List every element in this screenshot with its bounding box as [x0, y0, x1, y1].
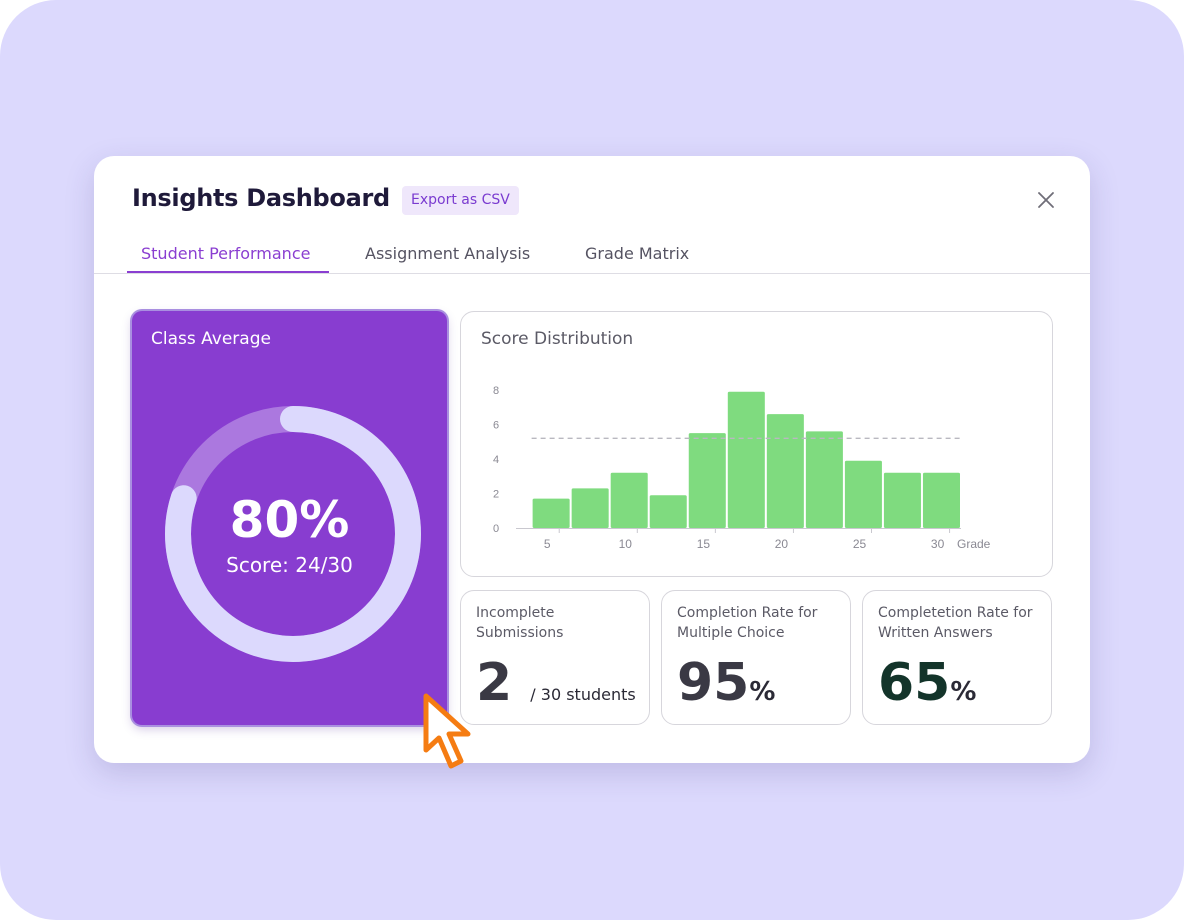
page-title: Insights Dashboard: [132, 184, 390, 212]
active-tab-indicator: [127, 271, 329, 273]
y-tick-label: 8: [493, 385, 499, 397]
x-tick-label: 30: [931, 537, 945, 551]
stat-label: Completion Rate for Multiple Choice: [677, 605, 818, 641]
mouse-pointer-icon: [423, 693, 471, 769]
histogram-bar: [844, 460, 882, 528]
x-tick-label: 15: [697, 537, 711, 551]
tab-bar: Student Performance Assignment Analysis …: [94, 230, 1090, 274]
multiple-choice-completion-card: Completion Rate for Multiple Choice 95%: [661, 590, 851, 725]
stat-unit: %: [749, 677, 776, 707]
score-distribution-chart: 0 2 4 6 8 5 10 15 20 25 30 Grade: [493, 385, 991, 551]
histogram-bar: [922, 472, 960, 528]
stat-value: 95%: [677, 653, 775, 722]
histogram-bar: [610, 472, 648, 528]
histogram-bar: [571, 488, 609, 528]
histogram-bar: [532, 498, 570, 528]
class-average-title: Class Average: [151, 329, 271, 349]
stat-value: 65%: [878, 653, 976, 722]
class-average-percent: 80%: [229, 491, 350, 549]
histogram-bar: [805, 431, 843, 528]
histogram-bar: [766, 414, 804, 528]
class-average-score: Score: 24/30: [226, 553, 353, 577]
donut-progress-arc: [165, 406, 421, 662]
stat-number: 65: [878, 653, 951, 713]
stat-label: Completetion Rate for Written Answers: [878, 605, 1033, 641]
incomplete-submissions-card: Incomplete Submissions 2 / 30 students: [460, 590, 650, 725]
export-csv-button[interactable]: Export as CSV: [402, 186, 519, 215]
histogram-bar: [883, 472, 921, 528]
tab-student-performance[interactable]: Student Performance: [141, 244, 311, 263]
class-average-card[interactable]: Class Average 80% Score: 24/30: [132, 311, 447, 725]
score-distribution-card: Score Distribution 0 2 4 6 8 5 10 15 20 25 30 Grade: [460, 311, 1053, 577]
histogram-bar: [727, 391, 765, 528]
y-tick-label: 4: [493, 454, 499, 466]
histogram-bar: [649, 495, 687, 528]
class-average-donut: [165, 406, 421, 662]
stat-unit: / 30 students: [530, 685, 636, 704]
y-tick-label: 6: [493, 420, 499, 432]
stat-label: Incomplete Submissions: [476, 605, 564, 641]
stat-value: 2 / 30 students: [476, 653, 636, 725]
histogram-bar: [688, 433, 726, 528]
insights-dashboard-modal: Insights Dashboard Export as CSV Student…: [94, 156, 1090, 763]
x-tick-label: 5: [544, 537, 551, 551]
tab-grade-matrix[interactable]: Grade Matrix: [585, 244, 690, 263]
y-tick-label: 0: [493, 523, 499, 535]
stat-number: 95: [677, 653, 750, 713]
tab-assignment-analysis[interactable]: Assignment Analysis: [365, 244, 531, 263]
stat-number: 2: [476, 653, 513, 713]
x-axis-label: Grade: [957, 537, 991, 551]
y-tick-label: 2: [493, 489, 499, 501]
x-tick-label: 20: [775, 537, 789, 551]
close-icon[interactable]: [1032, 186, 1060, 214]
stat-unit: %: [950, 677, 977, 707]
x-tick-label: 10: [619, 537, 633, 551]
x-tick-label: 25: [853, 537, 867, 551]
score-distribution-title: Score Distribution: [481, 329, 634, 349]
written-answers-completion-card: Completetion Rate for Written Answers 65…: [862, 590, 1052, 725]
